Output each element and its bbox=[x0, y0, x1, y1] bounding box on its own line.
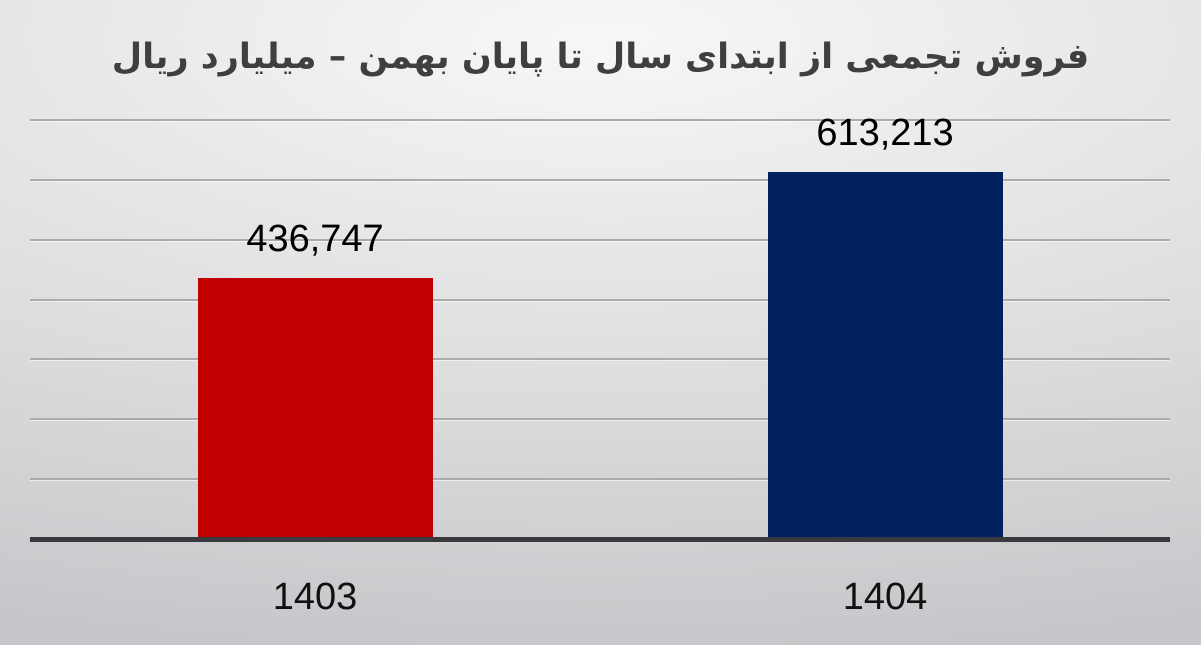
bar-1403 bbox=[197, 277, 433, 539]
x-axis-line bbox=[30, 537, 1170, 542]
bar-1404 bbox=[767, 171, 1003, 539]
chart-title: فروش تجمعی از ابتدای سال تا پایان بهمن –… bbox=[111, 37, 1090, 77]
gridline bbox=[30, 358, 1170, 361]
gridline bbox=[30, 418, 1170, 421]
data-label-1403: 436,747 bbox=[246, 217, 384, 260]
data-label-1404: 613,213 bbox=[816, 111, 954, 154]
gridline bbox=[30, 178, 1170, 181]
gridline bbox=[30, 238, 1170, 241]
gridline bbox=[30, 478, 1170, 481]
x-axis-label-1404: 1404 bbox=[842, 576, 928, 618]
gridline bbox=[30, 298, 1170, 301]
x-axis-label-1403: 1403 bbox=[272, 576, 358, 618]
gridline bbox=[30, 119, 1170, 121]
